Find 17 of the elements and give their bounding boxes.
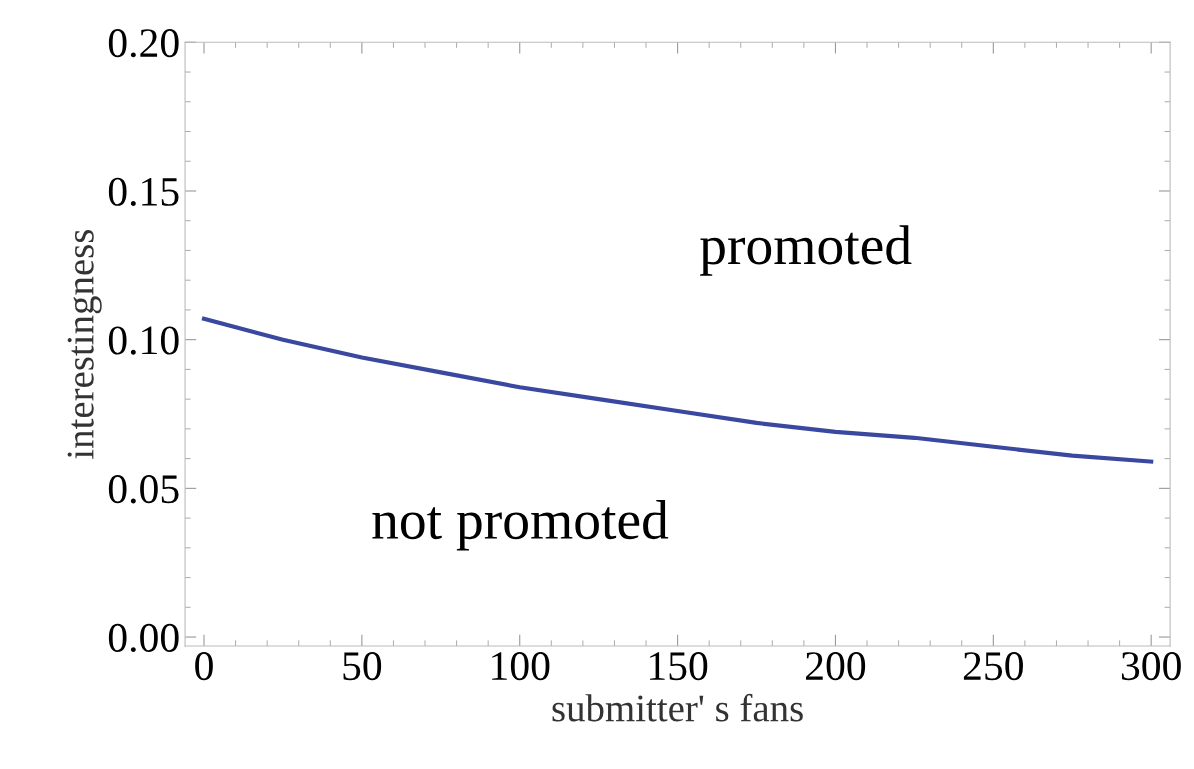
x-tick-label: 150 <box>650 652 708 681</box>
y-tick-label: 0.00 <box>108 623 179 653</box>
x-tick-label: 50 <box>343 652 382 681</box>
annotation: promoted <box>700 225 912 276</box>
x-axis-title: submitter' s fans <box>552 693 803 722</box>
y-tick-label: 0.15 <box>108 177 179 207</box>
x-tick-label: 250 <box>963 652 1023 681</box>
y-axis-title: interestingness <box>67 229 102 459</box>
x-tick-label: 100 <box>492 652 550 681</box>
y-tick-label: 0.05 <box>108 475 179 504</box>
y-tick-label: 0.20 <box>108 29 179 58</box>
y-tick-label: 0.10 <box>108 326 179 355</box>
annotation: not promoted <box>372 500 669 551</box>
line-series <box>201 316 1154 464</box>
x-tick-label: 300 <box>1121 652 1181 681</box>
x-tick-label: 0 <box>195 652 213 681</box>
x-tick-label: 200 <box>806 652 866 681</box>
